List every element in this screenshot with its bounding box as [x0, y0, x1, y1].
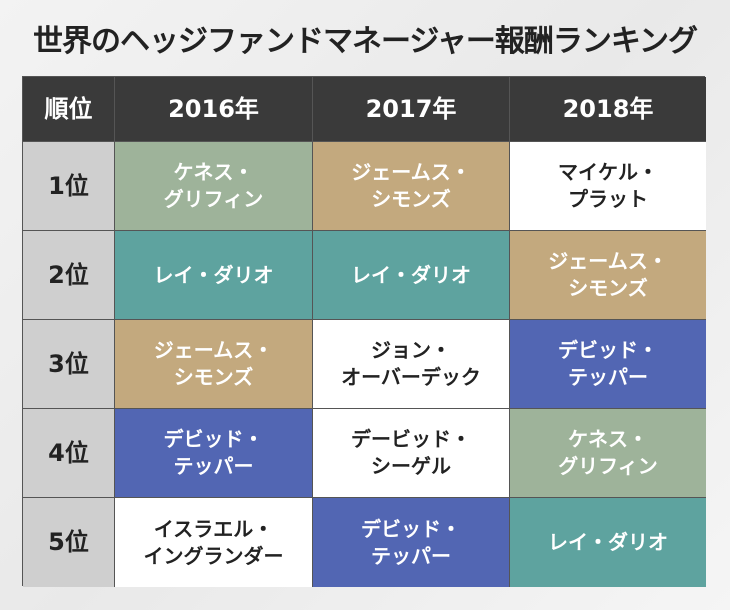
name-cell: ジェームス・ シモンズ: [313, 142, 510, 231]
rank-cell: 3位: [23, 320, 115, 409]
ranking-table: 順位 2016年 2017年 2018年 1位 ケネス・ グリフィン ジェームス…: [22, 76, 706, 587]
header-rank: 順位: [23, 77, 115, 142]
rank-cell: 2位: [23, 231, 115, 320]
rank-cell: 1位: [23, 142, 115, 231]
name-cell: ジョン・ オーバーデック: [313, 320, 510, 409]
name-cell: マイケル・ プラット: [510, 142, 706, 231]
name-cell: デビッド・ テッパー: [313, 498, 510, 587]
name-cell: レイ・ダリオ: [510, 498, 706, 587]
name-cell: ケネス・ グリフィン: [115, 142, 313, 231]
name-cell: デビッド・ テッパー: [115, 409, 313, 498]
name-cell: ケネス・ グリフィン: [510, 409, 706, 498]
header-2016: 2016年: [115, 77, 313, 142]
name-cell: レイ・ダリオ: [313, 231, 510, 320]
rank-cell: 4位: [23, 409, 115, 498]
name-cell: ジェームス・ シモンズ: [510, 231, 706, 320]
name-cell: デービッド・ シーゲル: [313, 409, 510, 498]
page-title: 世界のヘッジファンドマネージャー報酬ランキング: [33, 24, 698, 59]
name-cell: イスラエル・ イングランダー: [115, 498, 313, 587]
rank-cell: 5位: [23, 498, 115, 587]
header-2017: 2017年: [313, 77, 510, 142]
header-2018: 2018年: [510, 77, 706, 142]
name-cell: デビッド・ テッパー: [510, 320, 706, 409]
name-cell: レイ・ダリオ: [115, 231, 313, 320]
name-cell: ジェームス・ シモンズ: [115, 320, 313, 409]
